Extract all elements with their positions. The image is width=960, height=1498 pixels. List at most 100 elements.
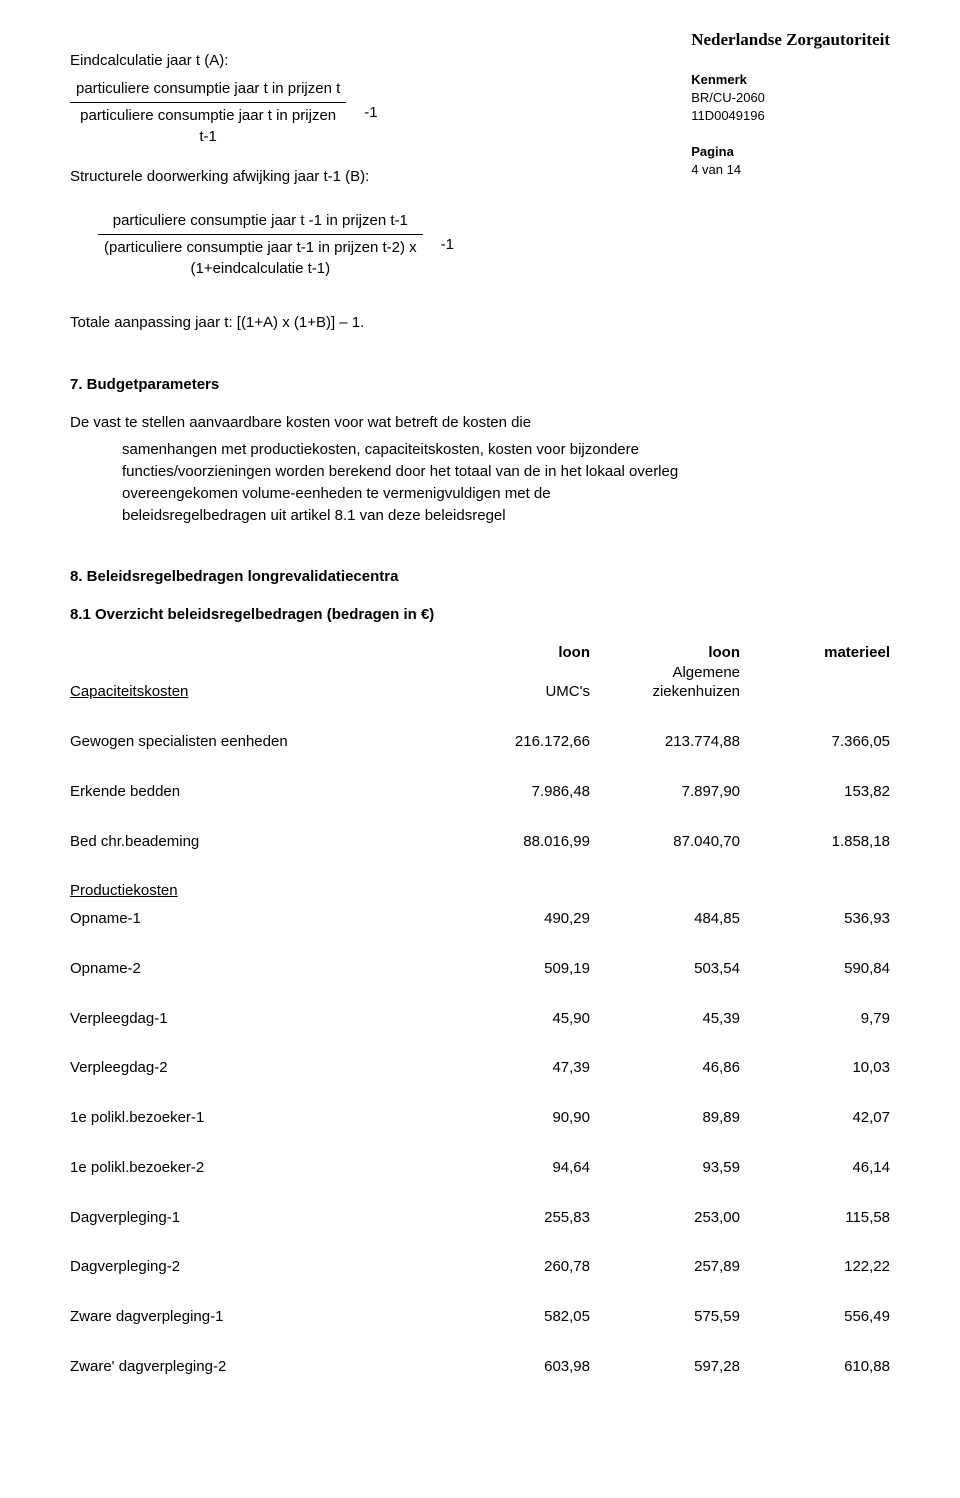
row-c2: 45,39 <box>590 1008 740 1030</box>
col-spacer <box>70 642 440 664</box>
row-c2: 253,00 <box>590 1207 740 1229</box>
row-label: Erkende bedden <box>70 781 440 803</box>
row-c2: 597,28 <box>590 1356 740 1378</box>
kenmerk-label: Kenmerk <box>691 71 890 89</box>
brand: Nederlandse Zorgautoriteit <box>691 28 890 53</box>
table-row: Dagverpleging-1 255,83 253,00 115,58 <box>70 1207 890 1229</box>
table-row: Opname-1 490,29 484,85 536,93 <box>70 908 890 930</box>
row-label: Dagverpleging-1 <box>70 1207 440 1229</box>
col-sub-3 <box>740 662 890 684</box>
row-label: Verpleegdag-2 <box>70 1057 440 1079</box>
row-c2: 213.774,88 <box>590 731 740 753</box>
row-label: Zware' dagverpleging-2 <box>70 1356 440 1378</box>
row-c3: 42,07 <box>740 1107 890 1129</box>
formula-b-block: particuliere consumptie jaar t -1 in pri… <box>70 208 890 282</box>
formula-a-den-line-2: t-1 <box>199 128 217 145</box>
row-c1: 90,90 <box>440 1107 590 1129</box>
header-right: Nederlandse Zorgautoriteit Kenmerk BR/CU… <box>691 28 890 180</box>
table-row: Bed chr.beademing 88.016,99 87.040,70 1.… <box>70 831 890 853</box>
row-label: Dagverpleging-2 <box>70 1256 440 1278</box>
row-label: Opname-2 <box>70 958 440 980</box>
col-spacer-2 <box>70 662 440 684</box>
formula-b-den-line-2: (1+eindcalculatie t-1) <box>190 260 330 277</box>
row-c3: 536,93 <box>740 908 890 930</box>
page: Nederlandse Zorgautoriteit Kenmerk BR/CU… <box>0 0 960 1498</box>
section-7-body: samenhangen met productiekosten, capacit… <box>70 439 682 526</box>
group-prod: Productiekosten <box>70 880 890 902</box>
group-cap: Capaciteitskosten <box>70 681 440 703</box>
section-7-title: 7. Budgetparameters <box>70 374 890 396</box>
table-row: Zware dagverpleging-1 582,05 575,59 556,… <box>70 1306 890 1328</box>
table-row: Zware' dagverpleging-2 603,98 597,28 610… <box>70 1356 890 1378</box>
formula-a-den-line-1: particuliere consumptie jaar t in prijze… <box>80 107 336 124</box>
totale-line: Totale aanpassing jaar t: [(1+A) x (1+B)… <box>70 312 890 334</box>
row-label: Zware dagverpleging-1 <box>70 1306 440 1328</box>
col-header-row-2: Algemene <box>70 662 890 684</box>
row-c2: 89,89 <box>590 1107 740 1129</box>
formula-a-trail: -1 <box>364 102 377 124</box>
row-c3: 46,14 <box>740 1157 890 1179</box>
row-c2: 87.040,70 <box>590 831 740 853</box>
formula-a-numerator: particuliere consumptie jaar t in prijze… <box>70 76 346 103</box>
row-c1: 603,98 <box>440 1356 590 1378</box>
formula-b-fraction: particuliere consumptie jaar t -1 in pri… <box>98 208 423 282</box>
row-c1: 216.172,66 <box>440 731 590 753</box>
section-8-title: 8. Beleidsregelbedragen longrevalidatiec… <box>70 566 890 588</box>
row-c3: 10,03 <box>740 1057 890 1079</box>
kenmerk-line-2: 11D0049196 <box>691 107 890 125</box>
table-row: Verpleegdag-2 47,39 46,86 10,03 <box>70 1057 890 1079</box>
row-c1: 582,05 <box>440 1306 590 1328</box>
row-c2: 575,59 <box>590 1306 740 1328</box>
table-row: 1e polikl.bezoeker-2 94,64 93,59 46,14 <box>70 1157 890 1179</box>
row-c1: 88.016,99 <box>440 831 590 853</box>
formula-a: particuliere consumptie jaar t in prijze… <box>70 76 378 150</box>
section-7-lead: De vast te stellen aanvaardbare kosten v… <box>70 412 682 434</box>
row-c1: 7.986,48 <box>440 781 590 803</box>
row-c1: 94,64 <box>440 1157 590 1179</box>
row-label: 1e polikl.bezoeker-1 <box>70 1107 440 1129</box>
row-label: 1e polikl.bezoeker-2 <box>70 1157 440 1179</box>
row-c3: 590,84 <box>740 958 890 980</box>
row-c3: 556,49 <box>740 1306 890 1328</box>
table-row: Verpleegdag-1 45,90 45,39 9,79 <box>70 1008 890 1030</box>
row-c2: 7.897,90 <box>590 781 740 803</box>
formula-b-den-line-1: (particuliere consumptie jaar t-1 in pri… <box>104 239 417 256</box>
row-c2: 46,86 <box>590 1057 740 1079</box>
col-header-row-1: loon loon materieel <box>70 642 890 664</box>
col-sub-1 <box>440 662 590 684</box>
col-alg-2: ziekenhuizen <box>590 681 740 703</box>
row-c1: 260,78 <box>440 1256 590 1278</box>
row-c3: 115,58 <box>740 1207 890 1229</box>
table-row: Dagverpleging-2 260,78 257,89 122,22 <box>70 1256 890 1278</box>
table-row: Gewogen specialisten eenheden 216.172,66… <box>70 731 890 753</box>
row-c2: 503,54 <box>590 958 740 980</box>
col-materieel: materieel <box>740 642 890 664</box>
col-loon-2: loon <box>590 642 740 664</box>
row-c1: 45,90 <box>440 1008 590 1030</box>
pagina-block: Pagina 4 van 14 <box>691 143 890 179</box>
formula-b-denominator: (particuliere consumptie jaar t-1 in pri… <box>98 235 423 283</box>
row-label: Gewogen specialisten eenheden <box>70 731 440 753</box>
formula-a-fraction: particuliere consumptie jaar t in prijze… <box>70 76 346 150</box>
section-8-subtitle: 8.1 Overzicht beleidsregelbedragen (bedr… <box>70 604 890 626</box>
row-c3: 9,79 <box>740 1008 890 1030</box>
kenmerk-block: Kenmerk BR/CU-2060 11D0049196 <box>691 71 890 126</box>
table-row: 1e polikl.bezoeker-1 90,90 89,89 42,07 <box>70 1107 890 1129</box>
pagina-label: Pagina <box>691 143 890 161</box>
col-umc: UMC's <box>440 681 590 703</box>
col-header-row-3: Capaciteitskosten UMC's ziekenhuizen <box>70 681 890 703</box>
row-c2: 257,89 <box>590 1256 740 1278</box>
row-c3: 122,22 <box>740 1256 890 1278</box>
table-row: Opname-2 509,19 503,54 590,84 <box>70 958 890 980</box>
row-label: Opname-1 <box>70 908 440 930</box>
formula-a-denominator: particuliere consumptie jaar t in prijze… <box>70 103 346 151</box>
row-label: Verpleegdag-1 <box>70 1008 440 1030</box>
row-c2: 484,85 <box>590 908 740 930</box>
row-c3: 610,88 <box>740 1356 890 1378</box>
row-c1: 47,39 <box>440 1057 590 1079</box>
row-label: Bed chr.beademing <box>70 831 440 853</box>
table-row: Erkende bedden 7.986,48 7.897,90 153,82 <box>70 781 890 803</box>
row-c1: 509,19 <box>440 958 590 980</box>
kenmerk-line-1: BR/CU-2060 <box>691 89 890 107</box>
row-c1: 255,83 <box>440 1207 590 1229</box>
